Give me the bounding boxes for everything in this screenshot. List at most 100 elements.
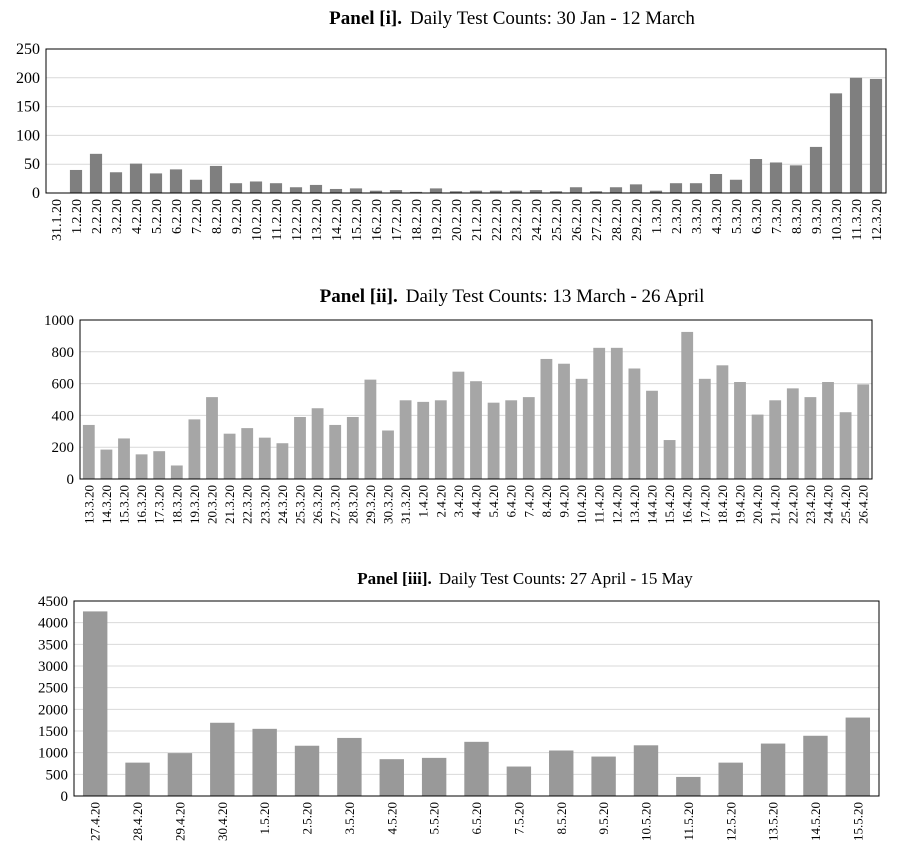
panel-i-bar [89, 153, 103, 193]
panel-i-bar [789, 165, 803, 193]
panel-ii-bar [311, 408, 324, 479]
panel-i-bar [769, 162, 783, 193]
panel-iii-x-tick-label: 6.5.20 [469, 802, 484, 835]
panel-i-y-tick-label: 0 [32, 185, 40, 202]
panel-ii-x-tick-label: 14.4.20 [645, 485, 660, 524]
panel-ii-x-tick-label: 20.4.20 [750, 485, 765, 524]
panel-ii-bar [681, 331, 694, 479]
panel-i-x-tick-label: 16.2.20 [370, 199, 385, 241]
panel-i-bar [269, 183, 283, 193]
panel-iii-y-tick-label: 500 [46, 767, 69, 783]
panel-iii-title-text: Daily Test Counts: 27 April - 15 May [439, 569, 693, 588]
panel-ii-x-tick-label: 15.3.20 [117, 485, 132, 524]
panel-iii-bar [421, 757, 447, 796]
panel-i-x-tick-label: 10.3.20 [830, 199, 845, 241]
panel-iii-bar [82, 611, 108, 796]
panel-i-bar [809, 146, 823, 193]
panel-i-x-tick-label: 26.2.20 [570, 199, 585, 241]
panel-ii-x-tick-label: 25.4.20 [838, 485, 853, 524]
panel-i-x-tick-label: 23.2.20 [510, 199, 525, 241]
panel-iii-bar [633, 745, 659, 796]
panel-iii-x-tick-label: 30.4.20 [215, 802, 230, 841]
panel-ii-x-tick-label: 19.3.20 [187, 485, 202, 524]
panel-i-bar [529, 190, 543, 193]
panel-i-bar [329, 188, 343, 193]
panel-ii-x-tick-label: 27.3.20 [328, 485, 343, 524]
panel-ii-title-text: Daily Test Counts: 13 March - 26 April [406, 286, 705, 307]
panel-i-x-tick-label: 9.3.20 [810, 199, 825, 234]
panel-i-bar [709, 173, 723, 193]
panel-i-bar [669, 183, 683, 193]
panel-ii-x-tick-label: 22.4.20 [785, 485, 800, 524]
panel-i-x-tick-label: 28.2.20 [610, 199, 625, 241]
panel-ii-x-tick-label: 21.4.20 [768, 485, 783, 524]
panel-iii-x-tick-label: 8.5.20 [554, 802, 569, 835]
panel-i-x-tick-label: 1.2.20 [70, 199, 85, 234]
panel-i-x-tick-label: 2.3.20 [670, 199, 685, 234]
panel-ii-x-tick-label: 30.3.20 [381, 485, 396, 524]
panel-ii-x-tick-label: 11.4.20 [592, 485, 607, 524]
panel-ii-x-tick-label: 16.3.20 [134, 485, 149, 524]
panel-i-x-tick-label: 13.2.20 [310, 199, 325, 241]
panel-i-bar [509, 190, 523, 193]
panel-ii-y-tick-label: 400 [52, 408, 75, 424]
panel-iii-x-tick-label: 15.5.20 [850, 802, 865, 841]
panel-iii-bar [506, 766, 532, 796]
panel-ii-bar [610, 347, 623, 479]
panel-ii-x-tick-label: 13.4.20 [627, 485, 642, 524]
panel-ii-bar [100, 449, 113, 479]
panel-i-title: Panel [i]. Daily Test Counts: 30 Jan - 12… [329, 8, 695, 29]
panel-i-x-tick-label: 15.2.20 [350, 199, 365, 241]
panel-i-x-tick-label: 24.2.20 [530, 199, 545, 241]
panel-ii: Panel [ii]. Daily Test Counts: 13 March -… [44, 286, 873, 524]
panel-ii-y-tick-label: 800 [52, 345, 75, 361]
panel-i-x-tick-label: 8.3.20 [790, 199, 805, 234]
panel-ii-bar [188, 419, 201, 479]
panel-ii-bar [470, 381, 482, 479]
panel-ii-x-tick-label: 26.3.20 [310, 485, 325, 524]
panel-ii-x-tick-label: 18.4.20 [715, 485, 730, 524]
panel-ii-x-tick-label: 22.3.20 [240, 485, 255, 524]
panel-i-x-tick-label: 6.3.20 [750, 199, 765, 234]
panel-i-bar [249, 181, 263, 193]
panel-iii-bar [718, 762, 743, 796]
panel-ii-x-tick-label: 3.4.20 [451, 485, 466, 518]
panel-ii-bar [663, 440, 676, 479]
panel-i-bar [209, 165, 223, 193]
panel-iii-bar [210, 722, 235, 796]
panel-ii-y-tick-label: 1000 [44, 313, 74, 329]
panel-ii-x-tick-label: 17.3.20 [152, 485, 167, 524]
panel-i: Panel [i]. Daily Test Counts: 30 Jan - 12… [16, 8, 887, 241]
panel-iii-x-tick-label: 2.5.20 [300, 802, 315, 835]
panel-i-y-tick-label: 200 [16, 70, 40, 87]
panel-iii-x-tick-label: 14.5.20 [808, 802, 823, 841]
panel-ii-bar [593, 347, 606, 479]
panel-ii-x-tick-label: 23.3.20 [257, 485, 272, 524]
panel-ii-x-tick-label: 29.3.20 [363, 485, 378, 524]
panel-ii-x-tick-label: 24.4.20 [821, 485, 836, 524]
panel-iii-bar [379, 759, 404, 796]
panel-i-x-tick-label: 3.3.20 [690, 199, 705, 234]
panel-i-bar [469, 190, 483, 193]
panel-iii-bar [549, 750, 574, 796]
panel-ii-bar [294, 416, 306, 479]
panel-i-bar [849, 77, 863, 193]
panel-i-bar [589, 191, 603, 193]
panel-ii-x-tick-label: 5.4.20 [486, 485, 501, 518]
panel-iii-y-tick-label: 3500 [38, 637, 68, 653]
panel-iii-bar [337, 737, 362, 796]
panel-i-bar [409, 191, 423, 193]
panel-i-bar [349, 188, 363, 193]
panel-ii-bar [734, 382, 746, 479]
panel-iii-x-tick-label: 29.4.20 [172, 802, 187, 841]
panel-iii-x-tick-label: 5.5.20 [427, 802, 442, 835]
panel-ii-x-tick-label: 15.4.20 [662, 485, 677, 524]
panel-ii-x-tick-label: 25.3.20 [293, 485, 308, 524]
panel-i-x-tick-label: 18.2.20 [410, 199, 425, 241]
panel-iii-y-tick-label: 1500 [38, 724, 68, 740]
panel-i-bar [149, 173, 163, 193]
panel-ii-bar [82, 424, 95, 479]
panel-i-x-tick-label: 4.3.20 [710, 199, 725, 234]
panel-ii-bar [170, 465, 183, 479]
